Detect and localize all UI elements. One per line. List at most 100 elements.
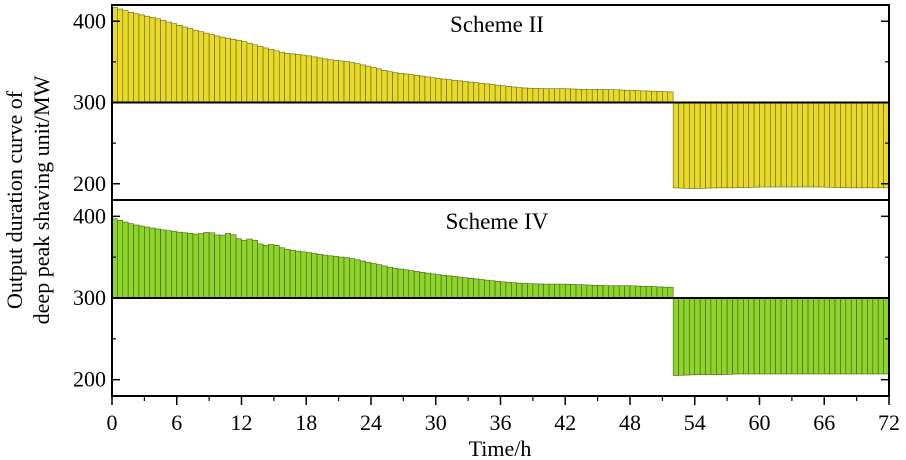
bar <box>176 231 183 299</box>
bar <box>198 31 205 103</box>
bar <box>316 57 323 103</box>
bar <box>225 37 232 103</box>
bar <box>192 233 199 299</box>
bar <box>230 38 237 103</box>
bar <box>829 102 836 188</box>
bar <box>446 79 453 103</box>
bar <box>251 239 258 299</box>
bar <box>656 286 663 299</box>
bar <box>305 55 312 103</box>
bar <box>861 297 868 375</box>
bar <box>284 249 291 299</box>
bar <box>262 245 269 299</box>
y-tick-label: 300 <box>73 90 106 115</box>
bar <box>354 63 361 103</box>
bar <box>635 90 642 103</box>
bar <box>726 102 733 189</box>
bar <box>257 46 264 103</box>
bar <box>775 297 782 375</box>
bar <box>834 102 841 188</box>
bar <box>705 102 712 189</box>
bar <box>397 268 404 299</box>
bar <box>235 39 242 103</box>
bar <box>165 230 172 299</box>
bar <box>144 15 151 103</box>
bar <box>160 20 167 103</box>
panel-scheme-ii: 200 300 400 <box>73 4 890 201</box>
bar <box>343 257 350 299</box>
bar <box>678 297 685 376</box>
bar <box>144 226 151 299</box>
bar <box>834 297 841 375</box>
bar <box>219 36 226 103</box>
bar <box>435 274 442 299</box>
bar <box>349 258 356 299</box>
bar <box>721 102 728 189</box>
bar <box>219 234 226 299</box>
bar <box>381 265 388 299</box>
bar <box>505 281 512 299</box>
bar <box>726 297 733 375</box>
bar <box>403 73 410 103</box>
bar <box>133 224 140 299</box>
bar <box>699 102 706 189</box>
bar <box>376 68 383 103</box>
bar <box>537 283 544 299</box>
bar <box>154 18 161 103</box>
bar <box>176 25 183 103</box>
bar <box>640 90 647 103</box>
bar <box>602 285 609 299</box>
bar <box>516 282 523 299</box>
bar <box>435 78 442 103</box>
x-tick-label: 30 <box>425 410 447 435</box>
bar <box>494 281 501 299</box>
bar <box>424 76 431 103</box>
bar <box>160 229 167 299</box>
bar <box>235 238 242 299</box>
bar <box>613 285 620 299</box>
bar <box>440 78 447 103</box>
y-tick-label: 200 <box>73 367 106 392</box>
x-tick-label: 72 <box>878 410 900 435</box>
bar <box>457 80 464 103</box>
bar <box>748 297 755 375</box>
bar <box>732 102 739 189</box>
bar <box>759 297 766 375</box>
bar <box>359 260 366 299</box>
bar <box>413 271 420 299</box>
bar <box>154 228 161 299</box>
bar <box>354 259 361 299</box>
bar <box>759 102 766 188</box>
bar <box>840 102 847 189</box>
bar <box>877 297 884 375</box>
bar <box>753 297 760 375</box>
bar <box>268 49 275 103</box>
bar <box>743 297 750 375</box>
bar <box>381 70 388 103</box>
x-axis-label: Time/h <box>469 436 532 460</box>
bar <box>171 231 178 299</box>
bar <box>710 297 717 376</box>
bar <box>467 81 474 103</box>
y-axis-label-line1: Output duration curve of <box>2 90 27 309</box>
bar <box>295 54 302 103</box>
bar <box>521 87 528 103</box>
bar <box>672 297 679 376</box>
bar <box>117 8 124 103</box>
bar <box>386 266 393 299</box>
bar <box>138 225 145 299</box>
bar <box>149 17 156 103</box>
bar <box>570 88 577 103</box>
bar <box>867 102 874 189</box>
bar <box>818 297 825 375</box>
bar <box>813 102 820 188</box>
bar <box>122 221 129 299</box>
bar <box>365 65 372 103</box>
bar <box>818 102 825 188</box>
bar <box>311 56 318 103</box>
bar <box>408 74 415 103</box>
bar <box>829 297 836 375</box>
bar <box>181 232 188 299</box>
bar <box>332 256 339 299</box>
bar <box>359 64 366 103</box>
